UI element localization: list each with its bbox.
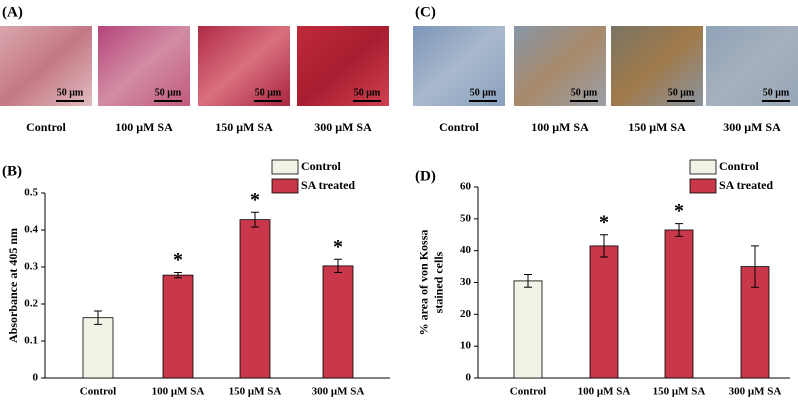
y-tick-label: 0 [466, 372, 472, 384]
x-tick-label: 300 μM SA [729, 386, 782, 398]
bar [82, 317, 114, 379]
legend-label: SA treated [719, 178, 773, 192]
x-tick-label: Control [510, 386, 546, 398]
scale-bar-label: 50 μm [571, 87, 598, 98]
y-axis-label: % area of von Kossa [416, 230, 430, 336]
error-bar [334, 258, 342, 274]
y-tick-label: 40 [460, 244, 472, 256]
scale-bar-label: 50 μm [470, 87, 497, 98]
scale-bar-label: 50 μm [354, 87, 381, 98]
x-tick-label: 150 μM SA [229, 386, 282, 398]
x-tick-label: Control [80, 386, 116, 398]
panel-label: (B) [2, 163, 22, 179]
significance-marker: * [250, 189, 260, 211]
scale-bar-label: 50 μm [668, 87, 695, 98]
image-caption: 100 μM SA [115, 120, 173, 134]
legend-label: Control [719, 159, 759, 173]
image-caption: Control [26, 120, 66, 134]
error-bar [524, 274, 532, 288]
image-caption: Control [439, 120, 479, 134]
scale-bar-label: 50 μm [763, 87, 790, 98]
micrograph [706, 26, 798, 106]
image-caption: 300 μM SA [723, 120, 781, 134]
x-tick-label: 100 μM SA [152, 386, 205, 398]
error-bar [251, 211, 259, 228]
y-tick-label: 0.4 [24, 224, 38, 236]
y-tick-label: 20 [460, 308, 472, 320]
micrograph [413, 26, 505, 106]
error-bar [174, 272, 182, 279]
x-tick-label: 150 μM SA [653, 386, 706, 398]
scale-bar-label: 50 μm [57, 87, 84, 98]
y-tick-label: 0 [33, 372, 39, 384]
y-tick-label: 60 [460, 181, 472, 193]
image-caption: 150 μM SA [215, 120, 273, 134]
bar [322, 265, 354, 379]
legend-swatch [689, 159, 717, 175]
significance-marker: * [173, 249, 183, 271]
significance-marker: * [333, 236, 343, 258]
error-bar [94, 310, 102, 325]
micrograph [0, 26, 92, 106]
error-bar [675, 223, 683, 237]
image-caption: 300 μM SA [314, 120, 372, 134]
scale-bar-label: 50 μm [255, 87, 282, 98]
panel-label: (A) [2, 4, 23, 20]
micrograph [198, 26, 290, 106]
y-tick-label: 0.1 [24, 335, 38, 347]
bar [664, 229, 694, 379]
legend-swatch [271, 178, 299, 194]
error-bar [751, 245, 759, 288]
image-caption: 150 μM SA [628, 120, 686, 134]
micrograph [611, 26, 703, 106]
scale-bar-label: 50 μm [155, 87, 182, 98]
y-tick-label: 0.5 [24, 187, 38, 199]
micrograph [514, 26, 606, 106]
significance-marker: * [599, 211, 609, 233]
x-tick-label: 100 μM SA [578, 386, 631, 398]
y-axis-label: stained cells [431, 251, 445, 313]
bar [589, 245, 619, 379]
significance-marker: * [674, 200, 684, 222]
y-tick-label: 0.2 [24, 298, 38, 310]
panel-label: (C) [415, 4, 436, 20]
micrograph [297, 26, 389, 106]
legend-swatch [689, 178, 717, 194]
legend-swatch [271, 159, 299, 175]
image-caption: 100 μM SA [531, 120, 589, 134]
bar [239, 219, 271, 379]
y-axis-label: Absorbance at 405 nm [6, 228, 20, 343]
legend-label: SA treated [301, 178, 355, 192]
y-tick-label: 10 [460, 340, 472, 352]
bar [513, 280, 543, 379]
bar [162, 274, 194, 379]
micrograph [98, 26, 190, 106]
y-tick-label: 50 [460, 212, 472, 224]
legend-label: Control [301, 159, 341, 173]
x-tick-label: 300 μM SA [312, 386, 365, 398]
panel-label: (D) [415, 168, 436, 184]
error-bar [600, 234, 608, 258]
y-tick-label: 30 [460, 276, 472, 288]
y-tick-label: 0.3 [24, 261, 38, 273]
